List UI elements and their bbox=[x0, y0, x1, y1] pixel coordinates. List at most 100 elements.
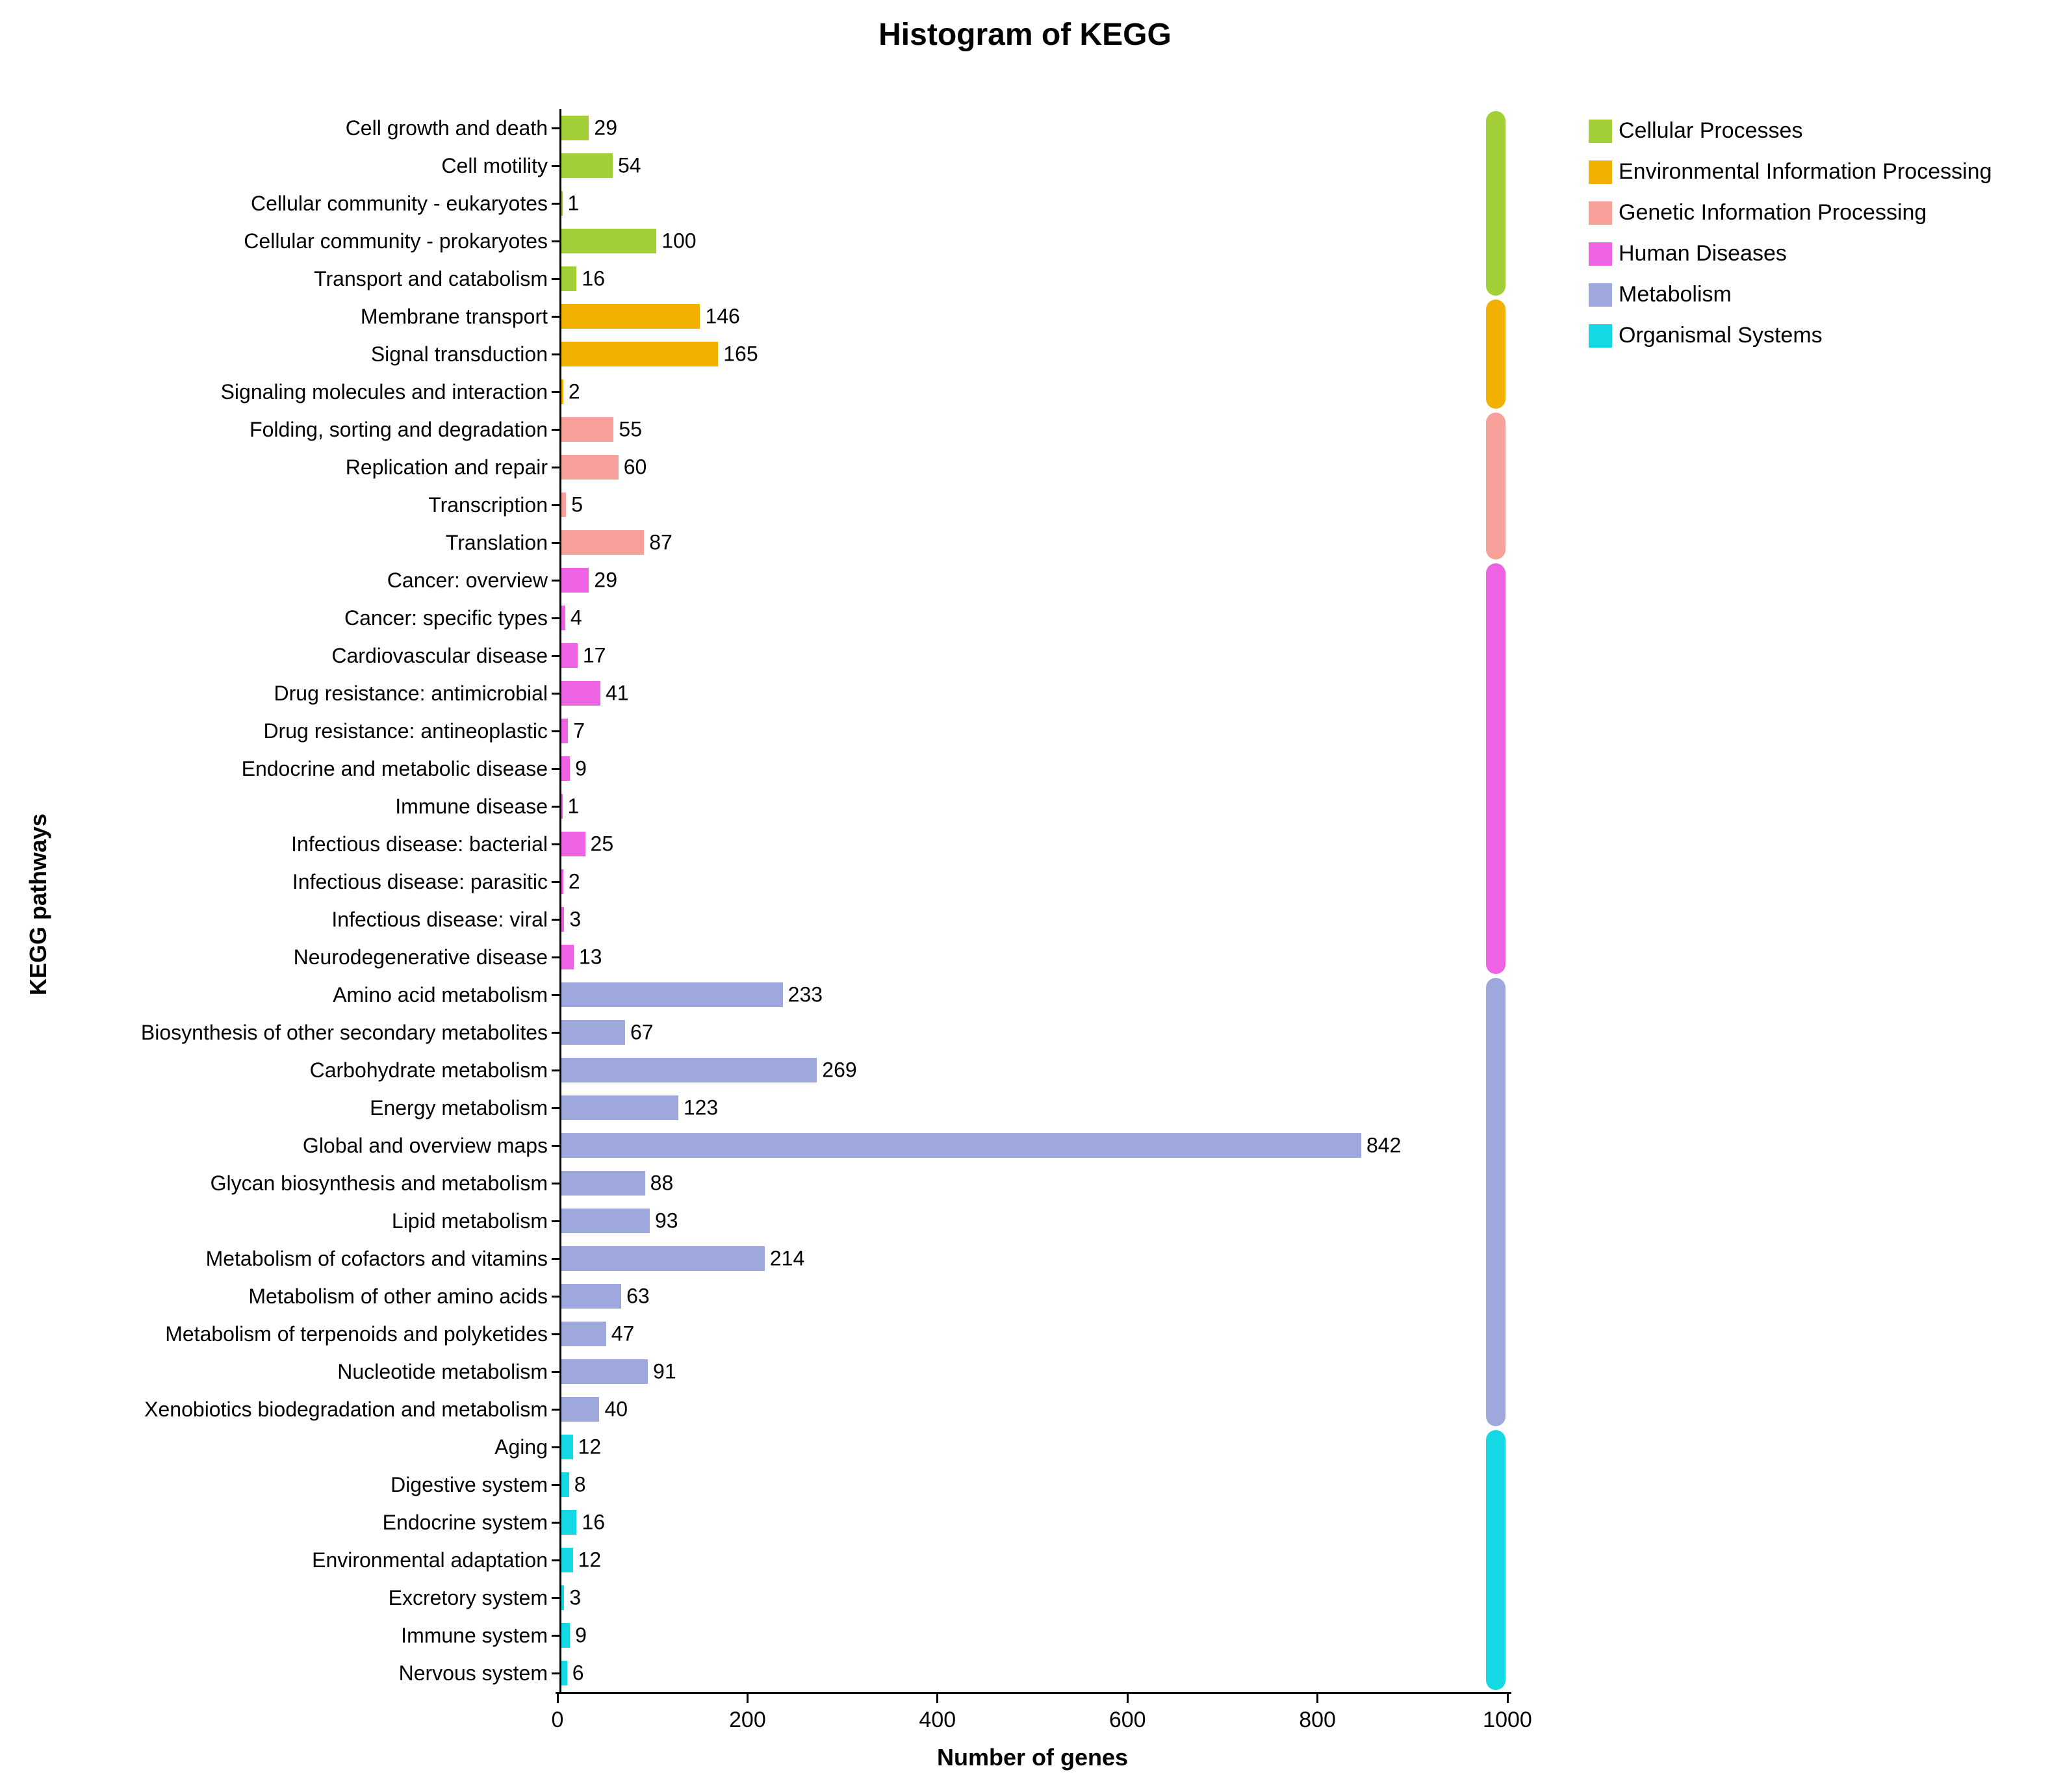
legend-item: Cellular Processes bbox=[1589, 110, 1992, 151]
y-tick bbox=[552, 1182, 559, 1184]
x-axis-title: Number of genes bbox=[936, 1744, 1129, 1771]
bar-row: Transcription 5 bbox=[0, 486, 2049, 524]
y-axis-title: KEGG pathways bbox=[25, 813, 51, 995]
y-tick bbox=[552, 1144, 559, 1147]
bar-value-label: 2 bbox=[568, 869, 580, 893]
bar-area: 123 bbox=[559, 1089, 2049, 1127]
bar-value-label: 29 bbox=[594, 568, 617, 592]
bar-value-label: 12 bbox=[578, 1548, 602, 1572]
bar-row: Aging 12 bbox=[0, 1428, 2049, 1466]
bar-row: Immune system 9 bbox=[0, 1617, 2049, 1654]
bar bbox=[561, 493, 567, 517]
x-tick-mark bbox=[1126, 1694, 1129, 1703]
pathway-label: Lipid metabolism bbox=[391, 1209, 548, 1233]
bar-value-label: 9 bbox=[575, 756, 587, 780]
bar-area: 9 bbox=[559, 750, 2049, 787]
bar-area: 2 bbox=[559, 863, 2049, 901]
bar bbox=[561, 530, 645, 555]
pathway-label: Immune system bbox=[401, 1623, 548, 1647]
bar-value-label: 16 bbox=[582, 266, 605, 290]
bar-value-label: 55 bbox=[619, 417, 642, 441]
y-tick bbox=[552, 993, 559, 996]
x-tick-label: 800 bbox=[1299, 1708, 1336, 1732]
bar-row: Digestive system 8 bbox=[0, 1466, 2049, 1504]
y-tick bbox=[552, 240, 559, 242]
pathway-label: Neurodegenerative disease bbox=[293, 945, 548, 969]
pathway-label: Xenobiotics biodegradation and metabolis… bbox=[144, 1397, 548, 1421]
bar-row: Cellular community - prokaryotes 100 bbox=[0, 222, 2049, 260]
x-tick-label: 200 bbox=[729, 1708, 766, 1732]
y-tick bbox=[552, 1408, 559, 1411]
bar bbox=[561, 869, 563, 894]
bar-row: Carbohydrate metabolism 269 bbox=[0, 1051, 2049, 1089]
y-tick bbox=[552, 277, 559, 280]
bar-value-label: 91 bbox=[653, 1359, 676, 1383]
bar bbox=[561, 191, 563, 216]
y-tick bbox=[552, 767, 559, 770]
bar bbox=[561, 568, 589, 593]
bar bbox=[561, 1623, 570, 1648]
bar-area: 269 bbox=[559, 1051, 2049, 1089]
bar-value-label: 842 bbox=[1366, 1133, 1402, 1157]
bar bbox=[561, 116, 589, 140]
bar-row: Energy metabolism 123 bbox=[0, 1089, 2049, 1127]
pathway-label: Amino acid metabolism bbox=[333, 982, 548, 1006]
bar-area: 63 bbox=[559, 1277, 2049, 1315]
y-tick bbox=[552, 1333, 559, 1335]
pathway-label: Infectious disease: bacterial bbox=[291, 832, 548, 856]
bar-value-label: 269 bbox=[822, 1058, 857, 1082]
bar-row: Excretory system 3 bbox=[0, 1579, 2049, 1617]
bar-area: 842 bbox=[559, 1127, 2049, 1164]
legend-swatch bbox=[1589, 160, 1612, 184]
pathway-label: Membrane transport bbox=[360, 304, 548, 328]
y-tick bbox=[552, 541, 559, 544]
pathway-label: Biosynthesis of other secondary metaboli… bbox=[140, 1020, 548, 1044]
bar bbox=[561, 1095, 678, 1120]
bar-value-label: 5 bbox=[571, 493, 583, 517]
legend-item: Human Diseases bbox=[1589, 233, 1992, 274]
x-tick-mark bbox=[556, 1694, 559, 1703]
bar-area: 16 bbox=[559, 260, 2049, 298]
bar-value-label: 6 bbox=[572, 1661, 584, 1685]
legend-label: Metabolism bbox=[1619, 282, 1732, 307]
y-tick bbox=[552, 353, 559, 355]
bar-area: 4 bbox=[559, 599, 2049, 637]
pathway-label: Translation bbox=[445, 530, 548, 554]
pathway-label: Drug resistance: antineoplastic bbox=[263, 719, 548, 743]
bar-area: 88 bbox=[559, 1164, 2049, 1202]
bar-value-label: 146 bbox=[705, 304, 740, 328]
bar-area: 87 bbox=[559, 524, 2049, 561]
bar bbox=[561, 229, 657, 253]
bar-row: Replication and repair 60 bbox=[0, 448, 2049, 486]
x-tick-label: 400 bbox=[919, 1708, 956, 1732]
bar-area: 40 bbox=[559, 1390, 2049, 1428]
bar bbox=[561, 1058, 817, 1082]
bar-value-label: 3 bbox=[569, 907, 582, 931]
bar bbox=[561, 1472, 569, 1497]
bar-area: 3 bbox=[559, 901, 2049, 938]
y-tick bbox=[552, 805, 559, 808]
y-tick bbox=[552, 504, 559, 506]
bar-area: 41 bbox=[559, 674, 2049, 712]
bar-value-label: 165 bbox=[723, 342, 758, 366]
bar-area: 1 bbox=[559, 185, 2049, 222]
bar-area: 2 bbox=[559, 373, 2049, 411]
bar bbox=[561, 907, 565, 932]
bar-value-label: 67 bbox=[630, 1020, 654, 1044]
pathway-label: Global and overview maps bbox=[302, 1133, 548, 1157]
legend-label: Genetic Information Processing bbox=[1619, 200, 1927, 225]
y-tick bbox=[552, 918, 559, 921]
y-tick bbox=[552, 164, 559, 167]
bar-row: Transport and catabolism 16 bbox=[0, 260, 2049, 298]
pathway-label: Infectious disease: parasitic bbox=[292, 869, 548, 893]
legend: Cellular Processes Environmental Informat… bbox=[1589, 110, 1992, 356]
bar-value-label: 16 bbox=[582, 1510, 605, 1534]
bar bbox=[561, 379, 563, 404]
y-tick bbox=[552, 1107, 559, 1109]
bar-area: 60 bbox=[559, 448, 2049, 486]
bar-area: 12 bbox=[559, 1428, 2049, 1466]
bar-row: Cancer: specific types 4 bbox=[0, 599, 2049, 637]
chart-title: Histogram of KEGG bbox=[878, 18, 1172, 52]
bar bbox=[561, 606, 565, 630]
bar bbox=[561, 1171, 645, 1196]
